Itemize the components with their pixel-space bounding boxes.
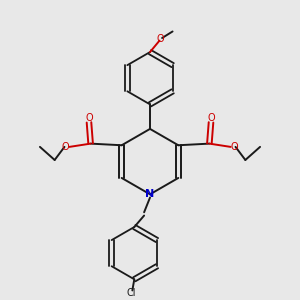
Text: N: N bbox=[146, 189, 154, 199]
Text: Cl: Cl bbox=[127, 288, 136, 298]
Text: O: O bbox=[61, 142, 69, 152]
Text: O: O bbox=[85, 113, 93, 123]
Text: O: O bbox=[207, 113, 215, 123]
Text: O: O bbox=[231, 142, 239, 152]
Text: O: O bbox=[157, 34, 164, 44]
